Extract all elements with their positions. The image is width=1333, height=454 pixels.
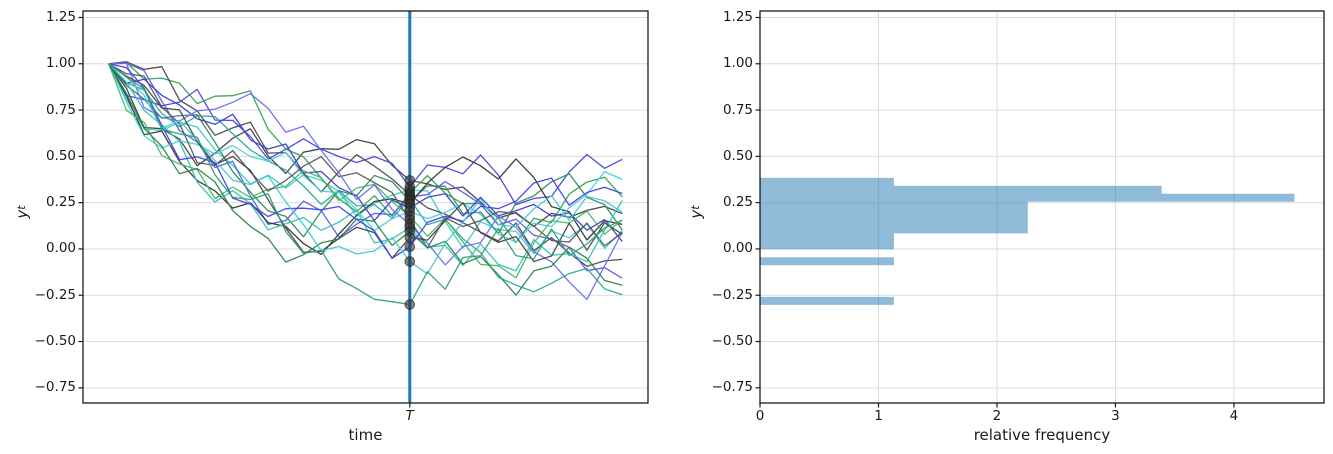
right-y-tick-label: −0.75 — [711, 379, 753, 396]
frequency-tick-label: 4 — [1229, 408, 1239, 424]
left-y-tick-label: 0.25 — [45, 194, 76, 211]
trajectory-line — [108, 63, 623, 296]
histogram-bar — [760, 241, 894, 250]
trajectory-line — [108, 61, 623, 267]
sample-marker — [404, 256, 416, 267]
trajectory-line — [108, 63, 623, 249]
trajectory-line — [108, 63, 623, 227]
frequency-tick-label: 0 — [755, 408, 765, 424]
right-y-tick-label: 0.00 — [722, 240, 753, 257]
right-y-tick-label: 1.25 — [722, 8, 753, 25]
trajectory-line — [108, 63, 623, 263]
right-y-tick-label: 0.25 — [722, 194, 753, 211]
left-y-tick-label: 0.50 — [45, 147, 76, 164]
relative-frequency-axis-label: relative frequency — [973, 426, 1111, 444]
histogram-bar — [760, 209, 1028, 218]
histogram-bar — [760, 185, 1162, 194]
frequency-tick-label: 3 — [1111, 408, 1120, 424]
histogram-bar — [760, 225, 1028, 234]
left-plot-frame — [82, 10, 649, 404]
right-y-tick-label: 1.00 — [722, 55, 753, 72]
histogram-bar — [760, 257, 894, 266]
left-y-tick-label: −0.50 — [34, 333, 76, 350]
left-y-tick-label: 1.25 — [45, 8, 76, 25]
frequency-tick-label: 2 — [992, 408, 1002, 424]
left-y-tick-label: 0.75 — [45, 101, 76, 118]
sample-marker — [404, 241, 416, 253]
trajectory-line — [108, 61, 623, 244]
right-y-tick-label: 0.75 — [722, 101, 753, 118]
sample-marker — [404, 232, 416, 243]
right-y-tick-label: −0.25 — [711, 286, 753, 303]
right-y-tick-label: −0.50 — [711, 333, 753, 350]
trajectory-line — [108, 62, 623, 301]
trajectory-line — [108, 63, 623, 296]
trajectory-line — [108, 63, 623, 279]
left-y-tick-label: 0.00 — [45, 240, 76, 257]
frequency-tick-label: 1 — [874, 408, 883, 424]
trajectory-line — [108, 62, 623, 279]
left-y-tick-label: −0.75 — [34, 379, 76, 396]
trajectory-line — [108, 63, 623, 306]
histogram-bar — [760, 233, 894, 242]
histogram-bar — [760, 193, 1295, 202]
time-T-tick-label: T — [405, 408, 414, 424]
trajectory-line — [108, 63, 623, 206]
trajectory-line — [108, 63, 623, 272]
right-plot-frame — [759, 10, 1325, 404]
histogram-bar — [760, 296, 894, 305]
right-y-tick-label: 0.50 — [722, 147, 753, 164]
sample-marker — [404, 299, 416, 310]
trajectory-line — [108, 63, 623, 255]
left-y-tick-label: −0.25 — [34, 286, 76, 303]
histogram-bar — [760, 177, 894, 186]
histogram-bar — [760, 201, 1028, 210]
left-y-tick-label: 1.00 — [45, 55, 76, 72]
trajectory-line — [108, 63, 623, 259]
time-axis-label: time — [348, 426, 383, 444]
histogram-bar — [760, 217, 1028, 226]
